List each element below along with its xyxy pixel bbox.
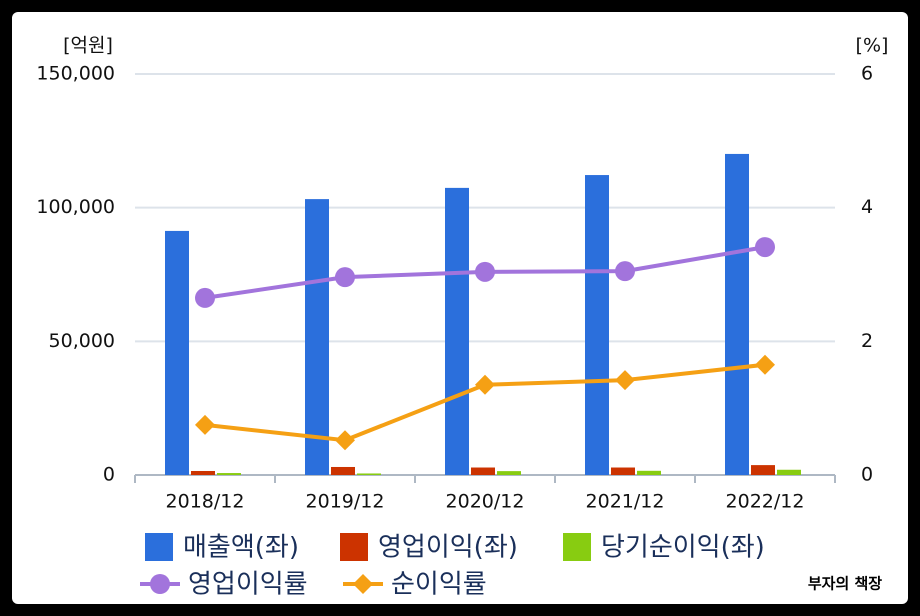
x-tick-label: 2021/12	[586, 491, 665, 513]
marker	[195, 414, 215, 435]
x-tick-label: 2019/12	[306, 491, 385, 513]
y2-tick-label: 2	[861, 330, 873, 352]
bar	[611, 467, 635, 475]
marker	[615, 261, 635, 282]
bar	[191, 470, 215, 475]
y-tick-label: 150,000	[36, 63, 115, 85]
y2-axis-label: [%]	[856, 35, 889, 57]
bar	[445, 187, 469, 475]
legend-label: 당기순이익(좌)	[601, 533, 765, 563]
marker	[755, 354, 775, 375]
y2-tick-label: 4	[861, 196, 873, 218]
legend-label: 영업이익률	[188, 570, 308, 600]
y-axis-label: [억원]	[63, 35, 113, 57]
legend-swatch	[340, 533, 368, 561]
marker	[335, 267, 355, 288]
y2-tick-label: 0	[861, 464, 873, 486]
x-tick-label: 2022/12	[726, 491, 805, 513]
bar	[637, 470, 661, 475]
bar	[725, 153, 749, 475]
y2-tick-label: 6	[861, 63, 873, 85]
bar	[471, 467, 495, 475]
bar	[585, 175, 609, 475]
marker	[335, 430, 355, 451]
y-tick-label: 100,000	[36, 196, 115, 218]
bar	[777, 469, 801, 475]
marker	[475, 374, 495, 395]
bar	[305, 199, 329, 475]
y-tick-label: 0	[103, 464, 115, 486]
bar	[751, 465, 775, 475]
legend-marker	[353, 574, 373, 594]
legend-label: 매출액(좌)	[183, 533, 299, 563]
marker	[755, 237, 775, 258]
y-tick-label: 50,000	[49, 330, 115, 352]
bar	[497, 471, 521, 475]
legend-marker	[150, 574, 170, 594]
legend-swatch	[145, 533, 173, 561]
watermark: 부자의 책장	[808, 575, 882, 593]
marker	[615, 370, 635, 391]
bar	[357, 473, 381, 475]
legend-label: 순이익률	[391, 570, 487, 600]
bar	[331, 466, 355, 475]
bar	[217, 473, 241, 475]
bar	[165, 230, 189, 475]
marker	[475, 261, 495, 282]
marker	[195, 287, 215, 308]
legend-label: 영업이익(좌)	[378, 533, 518, 563]
legend-swatch	[563, 533, 591, 561]
x-tick-label: 2018/12	[166, 491, 245, 513]
x-tick-label: 2020/12	[446, 491, 525, 513]
